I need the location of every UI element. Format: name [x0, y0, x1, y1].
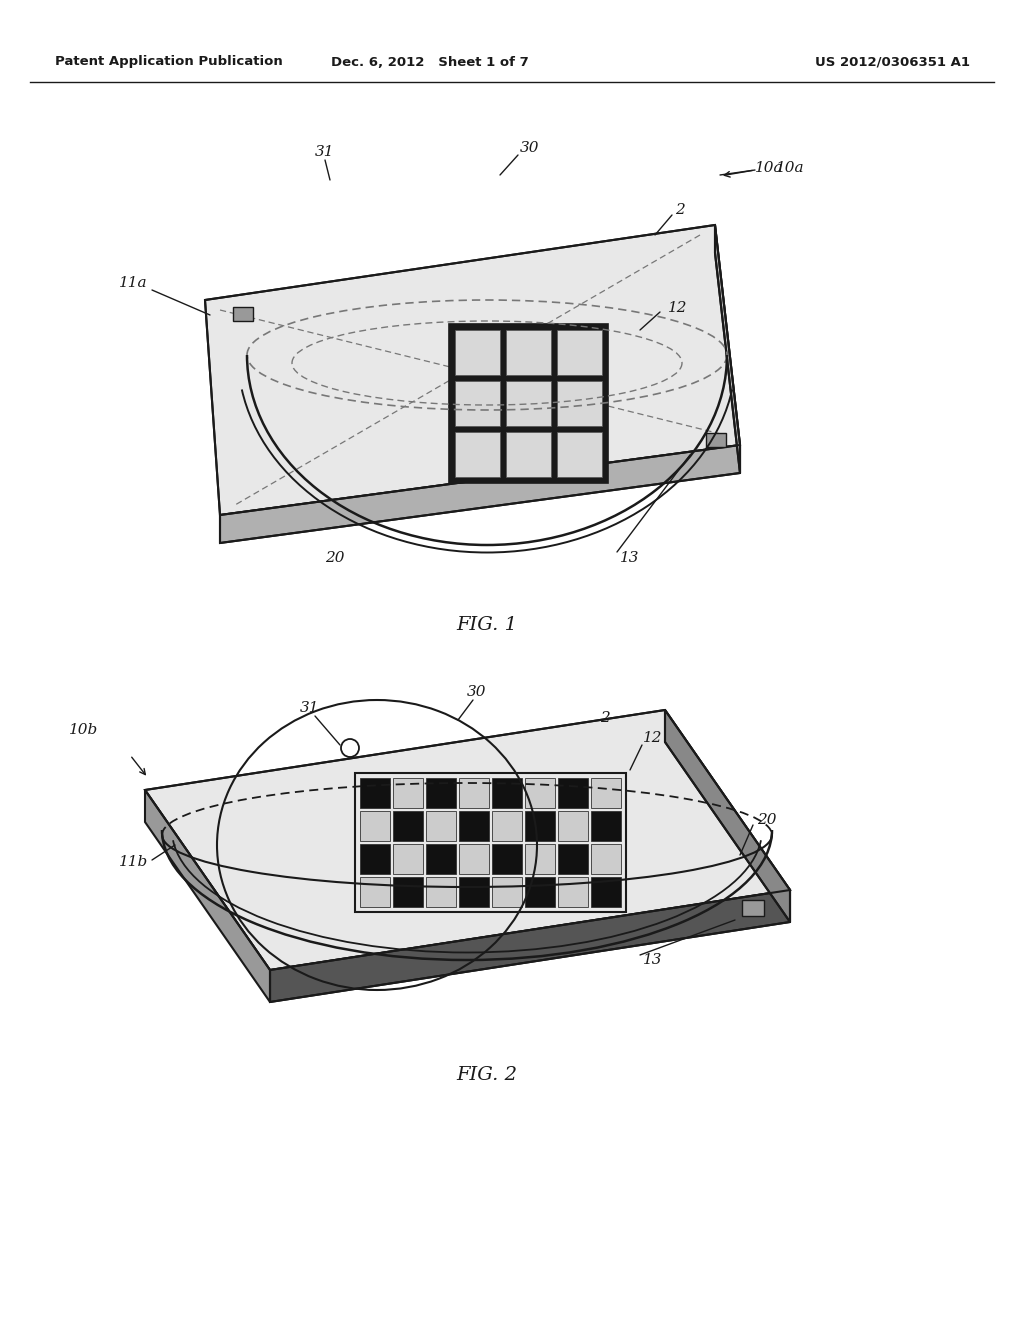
Bar: [459, 777, 489, 808]
Bar: [459, 843, 489, 874]
Bar: [557, 432, 602, 477]
Bar: [360, 777, 390, 808]
Bar: [455, 432, 500, 477]
Bar: [525, 876, 555, 907]
Bar: [506, 432, 551, 477]
Text: 11a: 11a: [120, 276, 148, 290]
Text: Dec. 6, 2012   Sheet 1 of 7: Dec. 6, 2012 Sheet 1 of 7: [331, 55, 528, 69]
Bar: [506, 381, 551, 426]
Bar: [393, 810, 423, 841]
Bar: [591, 777, 621, 808]
Polygon shape: [145, 710, 790, 970]
Bar: [558, 876, 588, 907]
Text: 20: 20: [757, 813, 776, 828]
Bar: [558, 810, 588, 841]
Bar: [355, 774, 626, 912]
Text: 2: 2: [600, 711, 609, 725]
Polygon shape: [205, 224, 740, 515]
Bar: [426, 843, 456, 874]
Bar: [360, 843, 390, 874]
Bar: [558, 777, 588, 808]
Polygon shape: [715, 224, 740, 473]
Bar: [426, 810, 456, 841]
Bar: [459, 810, 489, 841]
Bar: [525, 843, 555, 874]
Text: 11b: 11b: [119, 855, 148, 869]
Text: FIG. 1: FIG. 1: [457, 616, 517, 634]
Bar: [360, 876, 390, 907]
Text: 31: 31: [300, 701, 319, 715]
Bar: [492, 876, 522, 907]
Bar: [591, 876, 621, 907]
Bar: [360, 810, 390, 841]
Text: 12: 12: [668, 301, 687, 315]
Polygon shape: [145, 789, 270, 1002]
Bar: [459, 876, 489, 907]
Bar: [455, 381, 500, 426]
Text: 10a: 10a: [755, 161, 783, 176]
Text: 10a: 10a: [776, 161, 804, 176]
Text: 2: 2: [675, 203, 685, 216]
Text: 13: 13: [620, 550, 640, 565]
Bar: [449, 323, 608, 483]
Bar: [492, 843, 522, 874]
Bar: [591, 843, 621, 874]
Text: 12: 12: [643, 731, 663, 744]
Text: 13: 13: [643, 953, 663, 968]
Polygon shape: [220, 445, 740, 543]
Text: 30: 30: [467, 685, 486, 700]
Polygon shape: [270, 890, 790, 1002]
Bar: [706, 433, 726, 447]
Bar: [393, 777, 423, 808]
Bar: [557, 330, 602, 375]
Bar: [742, 900, 764, 916]
Polygon shape: [665, 710, 790, 921]
Bar: [591, 810, 621, 841]
Bar: [557, 381, 602, 426]
Text: 31: 31: [315, 145, 335, 158]
Bar: [426, 777, 456, 808]
Bar: [492, 810, 522, 841]
Bar: [426, 876, 456, 907]
Bar: [233, 308, 253, 321]
Text: FIG. 2: FIG. 2: [457, 1067, 517, 1084]
Bar: [525, 777, 555, 808]
Bar: [492, 777, 522, 808]
Text: 30: 30: [520, 141, 540, 154]
Bar: [393, 843, 423, 874]
Text: US 2012/0306351 A1: US 2012/0306351 A1: [815, 55, 970, 69]
Bar: [558, 843, 588, 874]
Text: Patent Application Publication: Patent Application Publication: [55, 55, 283, 69]
Bar: [455, 330, 500, 375]
Bar: [393, 876, 423, 907]
Bar: [506, 330, 551, 375]
Text: 20: 20: [326, 550, 345, 565]
Bar: [525, 810, 555, 841]
Text: 10b: 10b: [69, 723, 98, 737]
